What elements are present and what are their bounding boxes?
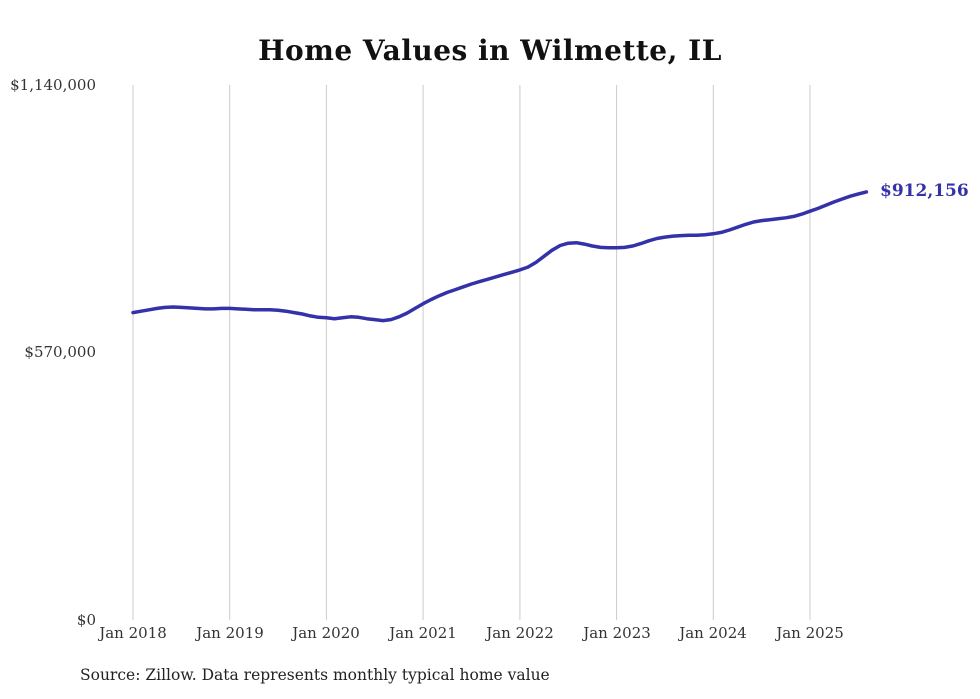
- x-tick-jan-2024: Jan 2024: [679, 624, 747, 642]
- chart-title: Home Values in Wilmette, IL: [258, 34, 722, 67]
- x-tick-jan-2022: Jan 2022: [486, 624, 554, 642]
- x-tick-jan-2018: Jan 2018: [99, 624, 167, 642]
- x-tick-jan-2023: Jan 2023: [583, 624, 651, 642]
- latest-value-label: $912,156: [880, 181, 969, 201]
- x-tick-jan-2019: Jan 2019: [196, 624, 264, 642]
- x-tick-jan-2025: Jan 2025: [776, 624, 844, 642]
- y-tick-1140000: $1,140,000: [10, 76, 96, 94]
- home-value-line: [131, 190, 869, 323]
- y-tick-570000: $570,000: [24, 343, 96, 361]
- x-tick-jan-2021: Jan 2021: [389, 624, 457, 642]
- y-tick-0: $0: [76, 611, 96, 629]
- x-tick-jan-2020: Jan 2020: [292, 624, 360, 642]
- source-note: Source: Zillow. Data represents monthly …: [80, 666, 550, 684]
